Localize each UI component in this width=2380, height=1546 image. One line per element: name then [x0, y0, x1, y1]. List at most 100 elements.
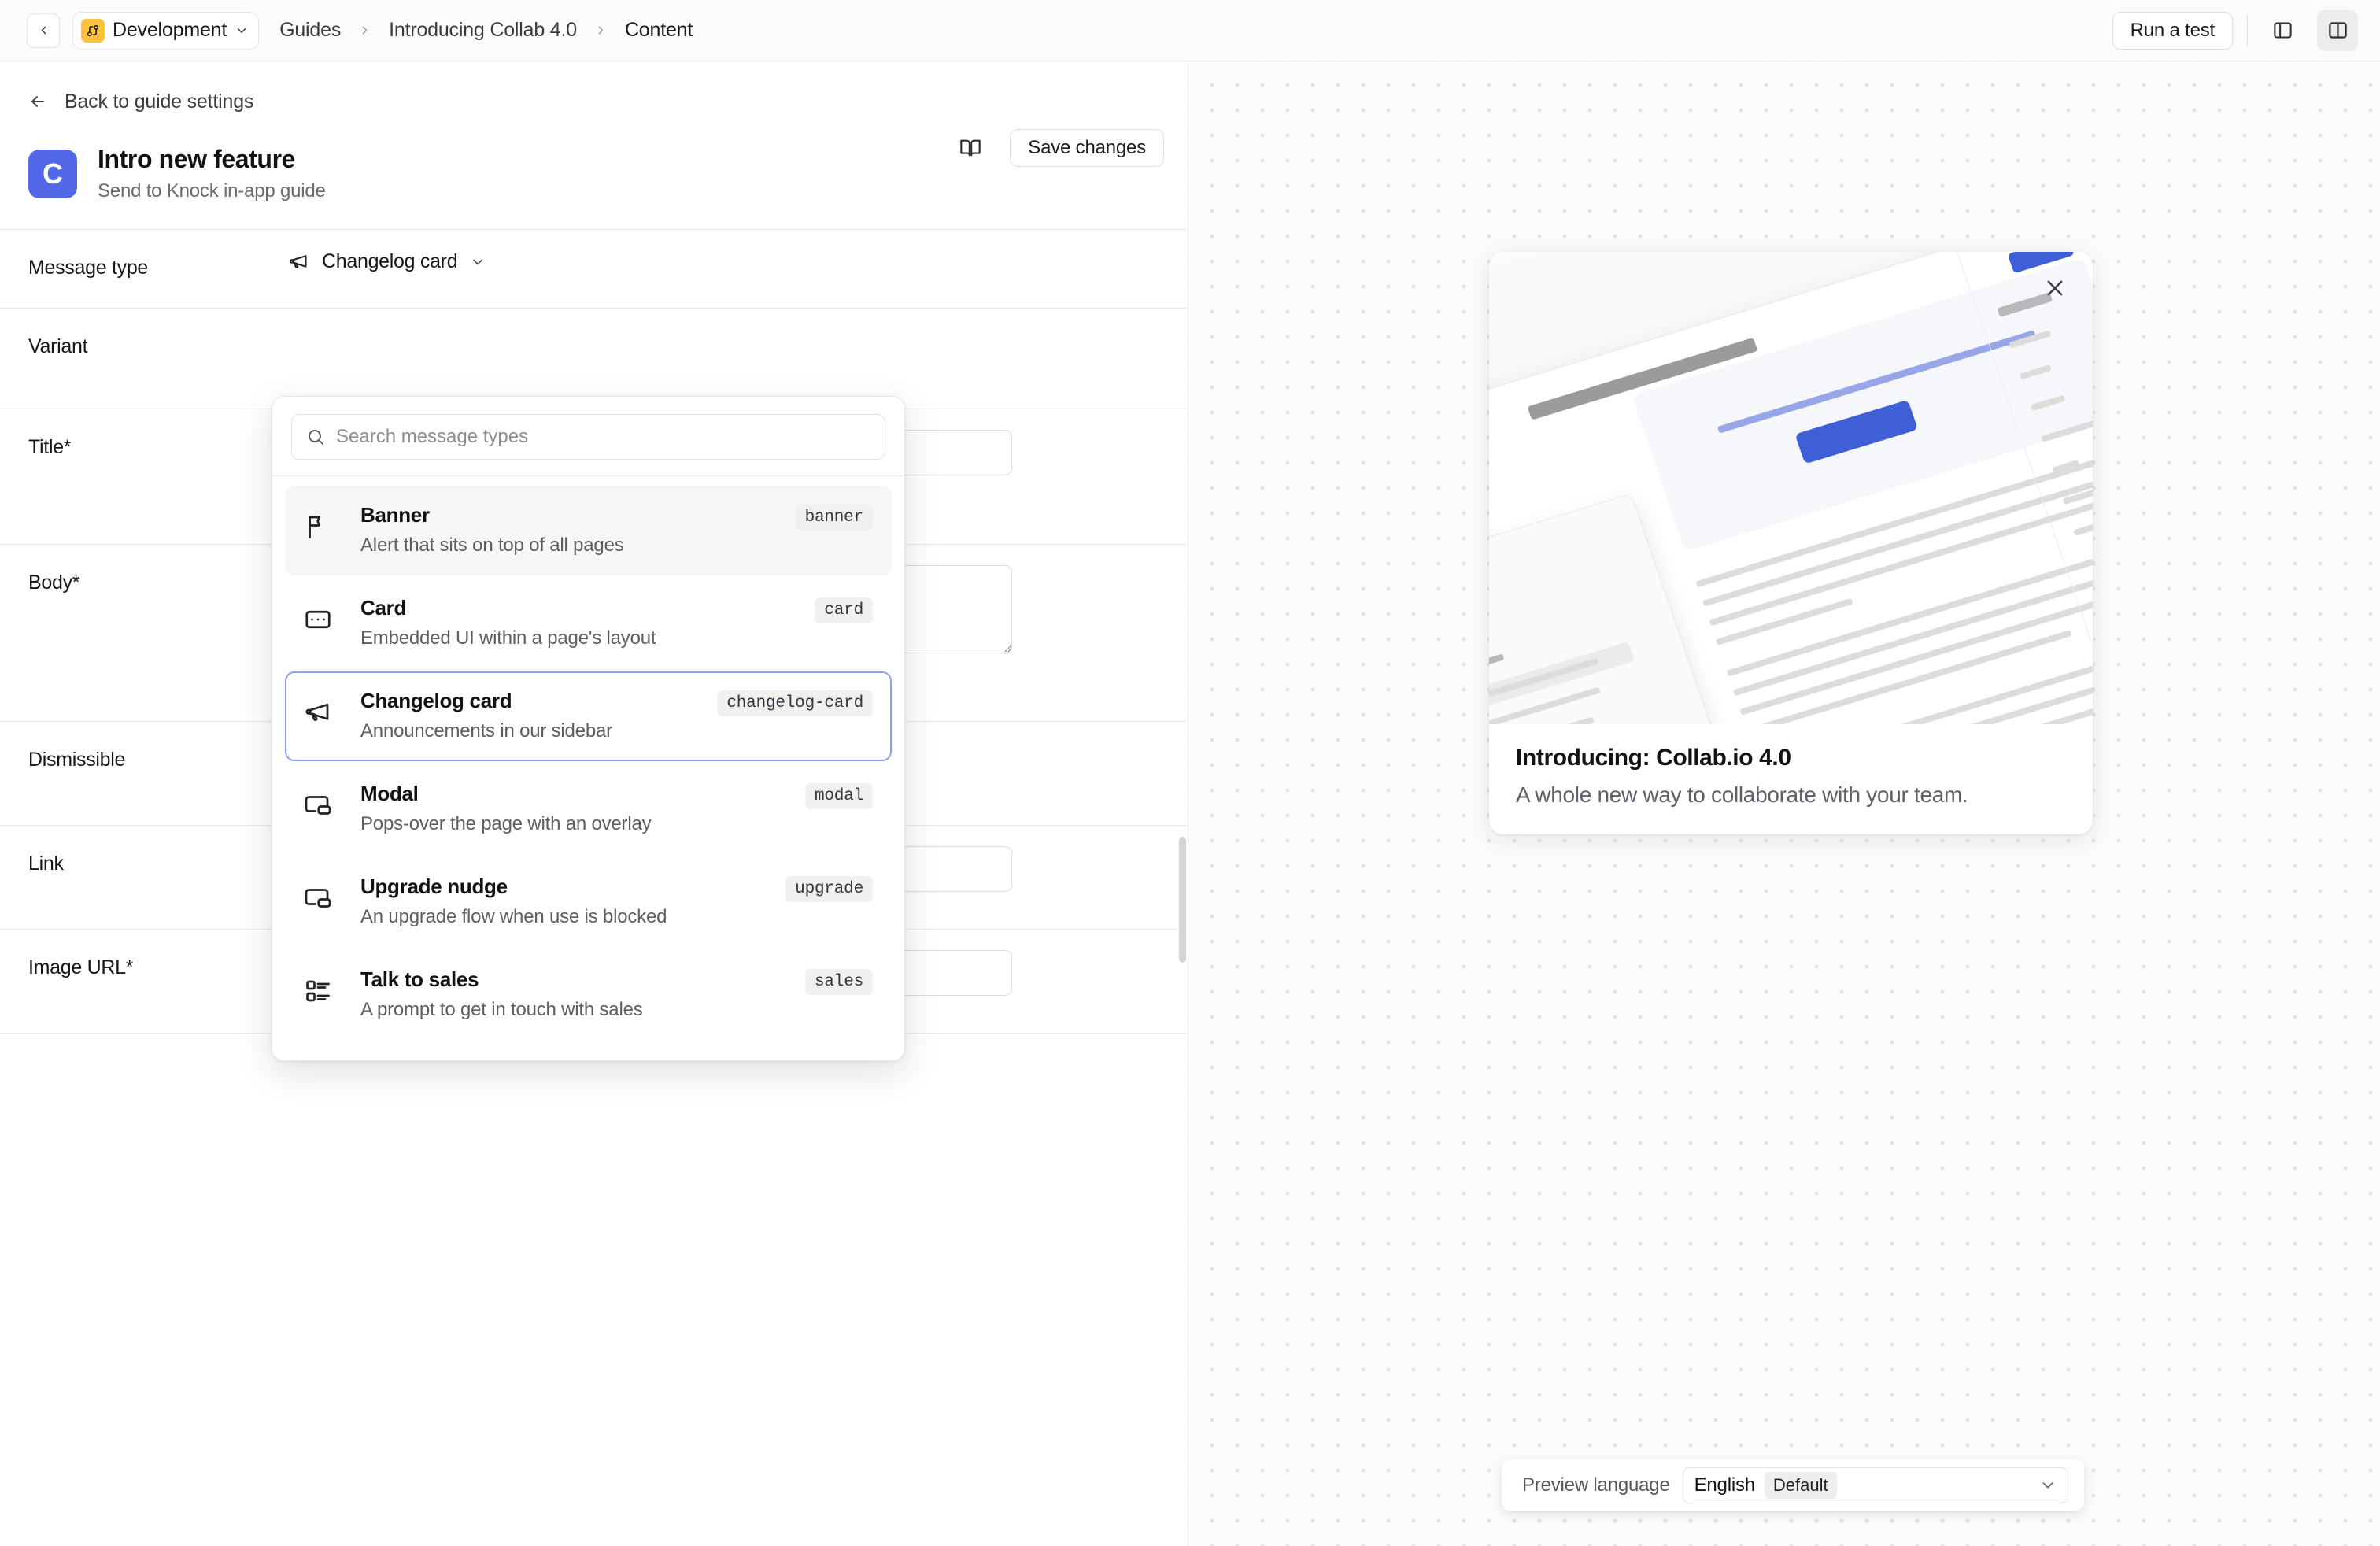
knock-logo-icon [81, 18, 105, 43]
panel-split-icon [2327, 20, 2349, 41]
card-icon [304, 596, 338, 634]
form-row-message-type: Message type Changelog card [0, 230, 1188, 309]
option-description: Alert that sits on top of all pages [360, 534, 624, 556]
option-code: modal [804, 783, 873, 809]
message-type-option-modal[interactable]: Modal Pops-over the page with an overlay… [285, 764, 892, 854]
layout-single-button[interactable] [2262, 10, 2303, 51]
divider [2247, 14, 2248, 46]
form-row-variant: Variant [0, 309, 1188, 409]
preview-language-select[interactable]: English Default [1682, 1467, 2068, 1503]
status-badge: Default [1764, 1472, 1837, 1499]
option-description: A prompt to get in touch with sales [360, 999, 643, 1020]
form-field-variant [288, 309, 1159, 350]
option-code: upgrade [785, 876, 873, 902]
environment-name: Development [113, 19, 227, 41]
preview-language-value: English [1694, 1474, 1756, 1496]
megaphone-icon [304, 689, 338, 727]
chevron-right-icon [358, 24, 371, 37]
flag-icon [304, 503, 338, 541]
changelog-preview-card: Introducing: Collab.io 4.0 A whole new w… [1489, 252, 2093, 834]
message-type-dropdown: Banner Alert that sits on top of all pag… [272, 396, 905, 1061]
preview-card-text: Introducing: Collab.io 4.0 A whole new w… [1489, 724, 2093, 808]
guide-header-text: Intro new feature Send to Knock in-app g… [98, 145, 326, 202]
chevron-left-icon [37, 24, 50, 37]
top-bar: Development Guides Introducing Collab 4.… [0, 0, 2380, 61]
option-name: Talk to sales [360, 967, 479, 991]
modal-icon [304, 875, 338, 912]
preview-language-label: Preview language [1522, 1474, 1670, 1496]
nav-back-button[interactable] [27, 13, 60, 48]
preview-card-body: A whole new way to collaborate with your… [1516, 782, 1968, 807]
chevron-right-icon [594, 24, 608, 37]
option-name: Card [360, 596, 407, 620]
option-name: Changelog card [360, 689, 512, 712]
preview-image [1489, 252, 2093, 724]
list-icon [304, 967, 338, 1005]
megaphone-icon [288, 251, 309, 272]
run-a-test-button[interactable]: Run a test [2112, 11, 2233, 50]
layout-split-button[interactable] [2317, 9, 2358, 51]
form-label-dismissible: Dismissible [28, 749, 126, 771]
option-code: sales [804, 969, 873, 995]
option-description: Embedded UI within a page's layout [360, 627, 656, 649]
form-field-message-type: Changelog card [288, 230, 1159, 294]
option-name: Upgrade nudge [360, 875, 508, 898]
chevron-down-icon [470, 254, 486, 270]
form-label-image-url: Image URL* [28, 956, 134, 978]
form-label-variant: Variant [28, 335, 88, 357]
preview-card-title: Introducing: Collab.io 4.0 [1516, 745, 1791, 771]
option-description: Announcements in our sidebar [360, 720, 612, 742]
search-input[interactable] [336, 426, 870, 448]
message-type-option-talk-to-sales[interactable]: Talk to sales A prompt to get in touch w… [285, 950, 892, 1040]
page-subtitle: Send to Knock in-app guide [98, 180, 326, 202]
message-type-option-changelog-card[interactable]: Changelog card Announcements in our side… [285, 671, 892, 761]
option-text: Changelog card Announcements in our side… [360, 689, 695, 742]
close-icon[interactable] [2036, 269, 2074, 307]
breadcrumb-item-guide[interactable]: Introducing Collab 4.0 [389, 19, 577, 41]
breadcrumb-item-guides[interactable]: Guides [279, 19, 342, 41]
option-name: Banner [360, 503, 430, 527]
option-text: Card Embedded UI within a page's layout [360, 596, 793, 649]
editor-header: Back to guide settings C Intro new featu… [0, 61, 1188, 229]
option-code: banner [795, 505, 873, 531]
message-type-option-banner[interactable]: Banner Alert that sits on top of all pag… [285, 486, 892, 575]
arrow-left-icon [28, 92, 47, 111]
guide-header-row: C Intro new feature Send to Knock in-app… [28, 145, 1159, 229]
option-code: card [815, 597, 873, 623]
body-split: Back to guide settings C Intro new featu… [0, 61, 2380, 1546]
message-type-list: Banner Alert that sits on top of all pag… [272, 476, 904, 1040]
chevron-down-icon [235, 24, 249, 38]
avatar: C [28, 149, 77, 198]
page-title: Intro new feature [98, 145, 296, 173]
editor-header-actions: Save changes [950, 128, 1164, 168]
docs-button[interactable] [950, 128, 991, 168]
editor-scrollbar-thumb[interactable] [1179, 837, 1186, 963]
search-box[interactable] [291, 414, 885, 460]
top-bar-actions: Run a test [2112, 9, 2358, 51]
form-label-body: Body* [28, 571, 80, 594]
back-to-guide-settings-link[interactable]: Back to guide settings [28, 83, 1159, 120]
dropdown-search-wrap [272, 397, 904, 476]
environment-selector[interactable]: Development [72, 11, 260, 50]
message-type-value: Changelog card [322, 250, 458, 272]
option-text: Banner Alert that sits on top of all pag… [360, 503, 774, 557]
search-icon [306, 427, 325, 446]
message-type-select[interactable]: Changelog card [288, 250, 486, 273]
preview-language-bar: Preview language English Default [1502, 1459, 2084, 1511]
breadcrumb: Guides Introducing Collab 4.0 Content [279, 19, 693, 42]
option-description: Pops-over the page with an overlay [360, 813, 652, 834]
option-name: Modal [360, 782, 419, 805]
save-changes-button[interactable]: Save changes [1010, 129, 1164, 167]
option-text: Modal Pops-over the page with an overlay [360, 782, 783, 835]
form-label-title: Title* [28, 436, 72, 458]
option-text: Talk to sales A prompt to get in touch w… [360, 967, 783, 1021]
preview-screenshot-mock [1489, 252, 2093, 724]
panel-left-icon [2272, 20, 2293, 41]
message-type-option-card[interactable]: Card Embedded UI within a page's layout … [285, 579, 892, 668]
editor-pane: Back to guide settings C Intro new featu… [0, 61, 1188, 1546]
option-description: An upgrade flow when use is blocked [360, 906, 667, 927]
message-type-option-upgrade-nudge[interactable]: Upgrade nudge An upgrade flow when use i… [285, 857, 892, 947]
breadcrumb-item-content[interactable]: Content [624, 19, 693, 41]
chevron-down-icon [2039, 1477, 2057, 1494]
